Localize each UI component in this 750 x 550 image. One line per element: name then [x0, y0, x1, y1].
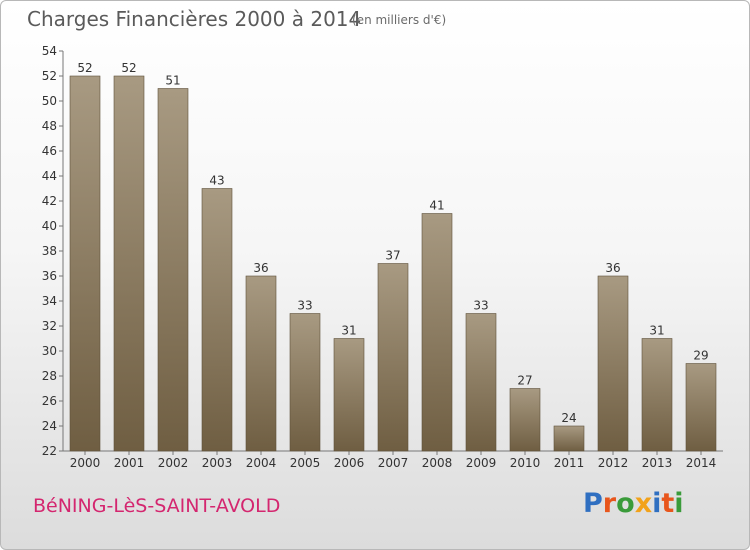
- data-label: 33: [473, 299, 488, 313]
- bar: [421, 213, 453, 452]
- x-tick-label: 2010: [510, 456, 541, 470]
- bar: [289, 313, 321, 452]
- y-tick-label: 46: [42, 144, 57, 158]
- y-tick-label: 28: [42, 369, 57, 383]
- logo-letter: t: [661, 488, 675, 519]
- logo-letter: P: [583, 488, 603, 519]
- bar: [113, 75, 145, 452]
- bar: [377, 263, 409, 452]
- x-tick-label: 2011: [554, 456, 585, 470]
- x-tick-label: 2008: [422, 456, 453, 470]
- data-label: 52: [121, 61, 136, 75]
- logo-letter: r: [602, 488, 617, 519]
- logo-letter: i: [652, 488, 662, 519]
- y-tick-label: 44: [42, 169, 57, 183]
- y-tick-label: 34: [42, 294, 57, 308]
- data-label: 52: [77, 61, 92, 75]
- commune-name: BéNING-LèS-SAINT-AVOLD: [33, 495, 281, 517]
- y-tick-label: 40: [42, 219, 57, 233]
- data-label: 33: [297, 299, 312, 313]
- x-tick-label: 2006: [334, 456, 365, 470]
- x-tick-label: 2004: [246, 456, 277, 470]
- data-label: 36: [253, 261, 268, 275]
- bar: [553, 425, 585, 452]
- y-tick-label: 36: [42, 269, 57, 283]
- bar: [685, 363, 717, 452]
- bar: [245, 275, 277, 452]
- bar: [597, 275, 629, 452]
- x-tick-label: 2001: [114, 456, 145, 470]
- proxiti-logo: Proxiti: [583, 488, 684, 519]
- bar: [69, 75, 101, 452]
- bar: [157, 88, 189, 452]
- chart-axes: 22 24 26 28 30 32 34 36 38 40 42 44 46 48 50 52 54 2000 20…: [42, 44, 723, 470]
- y-tick-label: 22: [42, 444, 57, 458]
- data-label: 24: [561, 411, 576, 425]
- x-tick-label: 2000: [70, 456, 101, 470]
- data-label: 43: [209, 174, 224, 188]
- chart-subtitle: (en milliers d'€): [352, 13, 447, 27]
- bar: [333, 338, 365, 452]
- x-tick-label: 2002: [158, 456, 189, 470]
- bar: [509, 388, 541, 452]
- data-label: 37: [385, 249, 400, 263]
- y-tick-label: 38: [42, 244, 57, 258]
- y-tick-label: 42: [42, 194, 57, 208]
- x-tick-label: 2013: [642, 456, 673, 470]
- bar: [465, 313, 497, 452]
- data-label: 51: [165, 74, 180, 88]
- chart-bars: [69, 75, 717, 452]
- logo-letter: i: [674, 488, 684, 519]
- y-tick-label: 26: [42, 394, 57, 408]
- x-tick-label: 2009: [466, 456, 497, 470]
- chart-title: Charges Financières 2000 à 2014: [27, 7, 362, 31]
- x-tick-label: 2014: [686, 456, 717, 470]
- bar: [641, 338, 673, 452]
- data-label: 36: [605, 261, 620, 275]
- x-tick-label: 2007: [378, 456, 409, 470]
- x-tick-label: 2012: [598, 456, 629, 470]
- data-label: 41: [429, 199, 444, 213]
- data-label: 29: [693, 349, 708, 363]
- x-tick-label: 2005: [290, 456, 321, 470]
- logo-letter: o: [616, 488, 635, 519]
- y-tick-label: 24: [42, 419, 57, 433]
- logo-letter: x: [634, 488, 653, 519]
- data-label: 31: [649, 324, 664, 338]
- y-tick-label: 32: [42, 319, 57, 333]
- y-tick-label: 54: [42, 44, 57, 58]
- y-tick-label: 30: [42, 344, 57, 358]
- y-tick-label: 52: [42, 69, 57, 83]
- y-tick-label: 48: [42, 119, 57, 133]
- bar: [201, 188, 233, 452]
- data-label: 31: [341, 324, 356, 338]
- chart-labels: 52 52 51 43 36 33 31 37 41 33 27 24 36 31 29: [77, 61, 708, 425]
- data-label: 27: [517, 374, 532, 388]
- x-tick-label: 2003: [202, 456, 233, 470]
- y-tick-label: 50: [42, 94, 57, 108]
